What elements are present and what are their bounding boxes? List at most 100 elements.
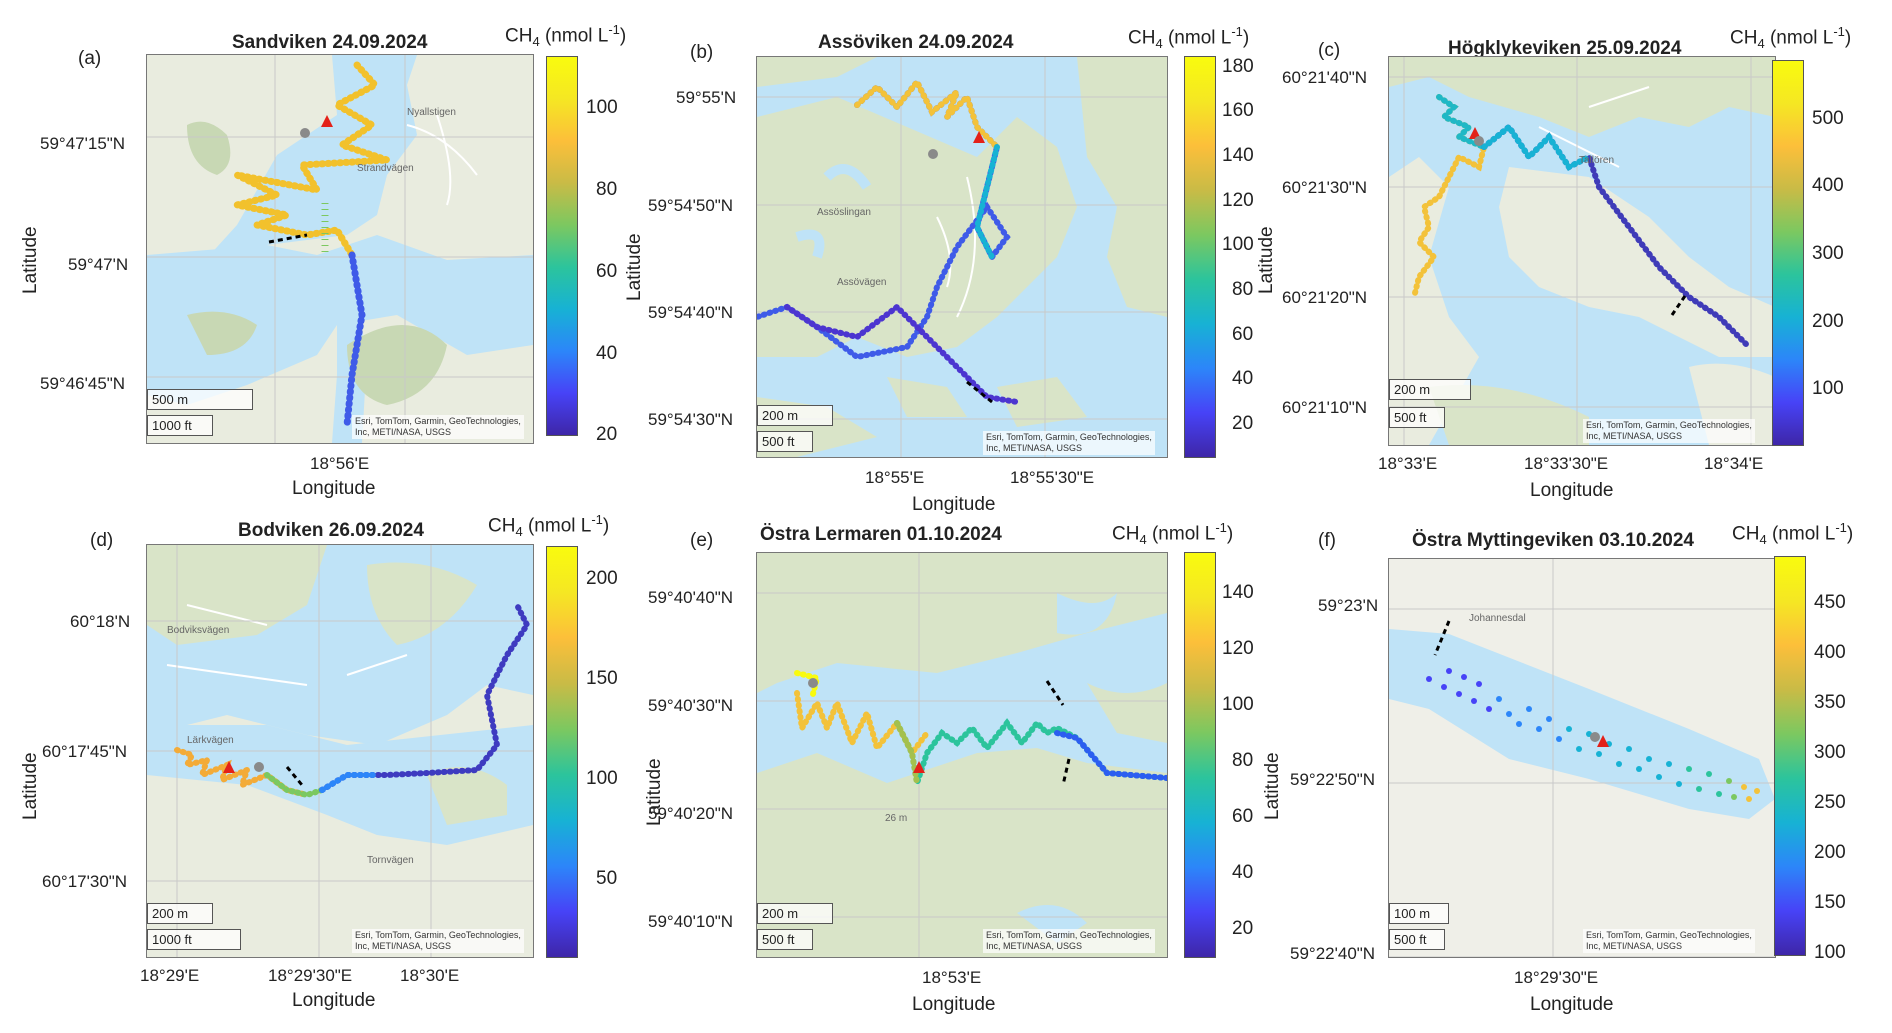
panel-label: (b) — [690, 42, 714, 63]
scale-bar-imperial: 500 ft — [757, 431, 813, 452]
map-label: Tallören — [1579, 155, 1615, 166]
x-tick: 18°56'E — [310, 454, 370, 473]
y-tick: 59°54'30"N — [648, 410, 734, 429]
colorbar-tick: 150 — [1814, 892, 1846, 913]
colorbar-tick: 80 — [1232, 279, 1254, 300]
colorbar-tick: 80 — [596, 179, 618, 200]
x-tick: 18°53'E — [922, 968, 982, 987]
colorbar — [1774, 556, 1806, 956]
y-tick: 59°55'N — [676, 88, 737, 107]
colorbar-tick: 60 — [1232, 324, 1254, 345]
y-axis-label: Latitude — [1256, 226, 1277, 294]
x-axis-label: Longitude — [912, 994, 996, 1015]
y-axis-label: Latitude — [624, 233, 645, 301]
map-label: Tornvägen — [367, 855, 414, 866]
colorbar-tick: 40 — [596, 343, 618, 364]
map-area[interactable]: Assöslingan Assövägen 200 m 500 ft Esri,… — [756, 56, 1168, 458]
colorbar-tick: 100 — [586, 97, 618, 118]
y-tick: 59°54'40"N — [648, 303, 734, 322]
colorbar-tick: 180 — [1222, 56, 1254, 77]
x-tick: 18°33'E — [1378, 454, 1438, 473]
panel-label: (e) — [690, 530, 714, 551]
colorbar-title: CH4 (nmol L-1) — [1128, 24, 1250, 52]
colorbar-tick: 60 — [596, 261, 618, 282]
map-label: Strandvägen — [357, 163, 414, 174]
y-tick: 59°46'45"N — [40, 374, 126, 393]
colorbar-title: CH4 (nmol L-1) — [1732, 520, 1854, 548]
colorbar-tick: 200 — [1812, 311, 1844, 332]
y-tick: 59°40'10"N — [648, 912, 734, 931]
y-tick: 60°17'45"N — [42, 742, 128, 761]
colorbar-tick: 200 — [1814, 842, 1846, 863]
colorbar-tick: 100 — [586, 768, 618, 789]
colorbar-tick: 160 — [1222, 100, 1254, 121]
colorbar — [546, 546, 578, 958]
colorbar-tick: 40 — [1232, 368, 1254, 389]
colorbar — [1184, 56, 1216, 458]
panel-title: Bodviken 26.09.2024 — [238, 520, 424, 541]
y-tick: 59°23'N — [1318, 596, 1379, 615]
y-tick: 59°22'50"N — [1290, 770, 1376, 789]
map-area[interactable]: Bodviksvägen Tornvägen Lärkvägen 200 m 1… — [146, 544, 534, 958]
colorbar-tick: 400 — [1812, 175, 1844, 196]
x-tick: 18°29'E — [140, 966, 200, 985]
colorbar-tick: 100 — [1814, 942, 1846, 963]
map-label: Bodviksvägen — [167, 625, 230, 636]
map-area[interactable]: Nyallstigen Strandvägen 500 m 1000 ft Es… — [146, 54, 534, 444]
x-axis-label: Longitude — [292, 478, 376, 499]
colorbar-tick: 140 — [1222, 582, 1254, 603]
x-axis-label: Longitude — [912, 494, 996, 515]
y-tick: 60°17'30"N — [42, 872, 128, 891]
y-tick: 59°47'N — [68, 255, 129, 274]
panel-title: Östra Lermaren 01.10.2024 — [760, 524, 1002, 545]
y-tick: 59°40'30"N — [648, 696, 734, 715]
colorbar-tick: 80 — [1232, 750, 1254, 771]
panel-title: Östra Myttingeviken 03.10.2024 — [1412, 530, 1694, 551]
colorbar-title: CH4 (nmol L-1) — [1112, 520, 1234, 548]
y-tick: 60°21'30"N — [1282, 178, 1368, 197]
map-attribution: Esri, TomTom, Garmin, GeoTechnologies, In… — [352, 415, 524, 439]
colorbar-tick: 450 — [1814, 592, 1846, 613]
map-attribution: Esri, TomTom, Garmin, GeoTechnologies, In… — [983, 431, 1155, 455]
x-tick: 18°30'E — [400, 966, 460, 985]
y-tick: 60°21'20"N — [1282, 288, 1368, 307]
y-tick: 60°18'N — [70, 612, 131, 631]
colorbar-tick: 300 — [1812, 243, 1844, 264]
colorbar-tick: 100 — [1812, 378, 1844, 399]
y-tick: 59°47'15"N — [40, 134, 126, 153]
colorbar-tick: 20 — [1232, 918, 1254, 939]
scale-bar-metric: 100 m — [1389, 903, 1449, 924]
scale-bar-imperial: 500 ft — [757, 929, 813, 950]
colorbar-tick: 350 — [1814, 692, 1846, 713]
y-tick: 60°21'10"N — [1282, 398, 1368, 417]
scale-bar-metric: 500 m — [147, 389, 253, 410]
x-axis-label: Longitude — [1530, 480, 1614, 501]
scale-bar-metric: 200 m — [147, 903, 213, 924]
map-label: Assövägen — [837, 277, 887, 288]
map-area[interactable]: Tallören 200 m 500 ft Esri, TomTom, Garm… — [1388, 56, 1776, 446]
basemap — [757, 553, 1167, 957]
colorbar-tick: 300 — [1814, 742, 1846, 763]
y-axis-label: Latitude — [20, 226, 41, 294]
map-area[interactable]: 26 m 200 m 500 ft Esri, TomTom, Garmin, … — [756, 552, 1168, 958]
x-axis-label: Longitude — [1530, 994, 1614, 1015]
scale-bar-imperial: 1000 ft — [147, 415, 213, 436]
basemap — [147, 545, 533, 957]
scale-bar-metric: 200 m — [757, 405, 833, 426]
map-label: Lärkvägen — [187, 735, 234, 746]
colorbar-tick: 20 — [1232, 413, 1254, 434]
scale-bar-metric: 200 m — [757, 903, 833, 924]
map-area[interactable]: Johannesdal 100 m 500 ft Esri, TomTom, G… — [1388, 558, 1776, 958]
map-label: 26 m — [885, 813, 908, 824]
map-attribution: Esri, TomTom, Garmin, GeoTechnologies, In… — [983, 929, 1155, 953]
y-tick: 59°40'20"N — [648, 804, 734, 823]
colorbar-tick: 120 — [1222, 190, 1254, 211]
x-tick: 18°33'30"E — [1524, 454, 1609, 473]
scale-bar-metric: 200 m — [1389, 379, 1471, 400]
colorbar-title: CH4 (nmol L-1) — [505, 22, 627, 50]
colorbar — [546, 56, 578, 436]
x-tick: 18°29'30"E — [268, 966, 353, 985]
colorbar-tick: 500 — [1812, 108, 1844, 129]
y-tick: 59°54'50"N — [648, 196, 734, 215]
panel-label: (f) — [1318, 530, 1336, 551]
